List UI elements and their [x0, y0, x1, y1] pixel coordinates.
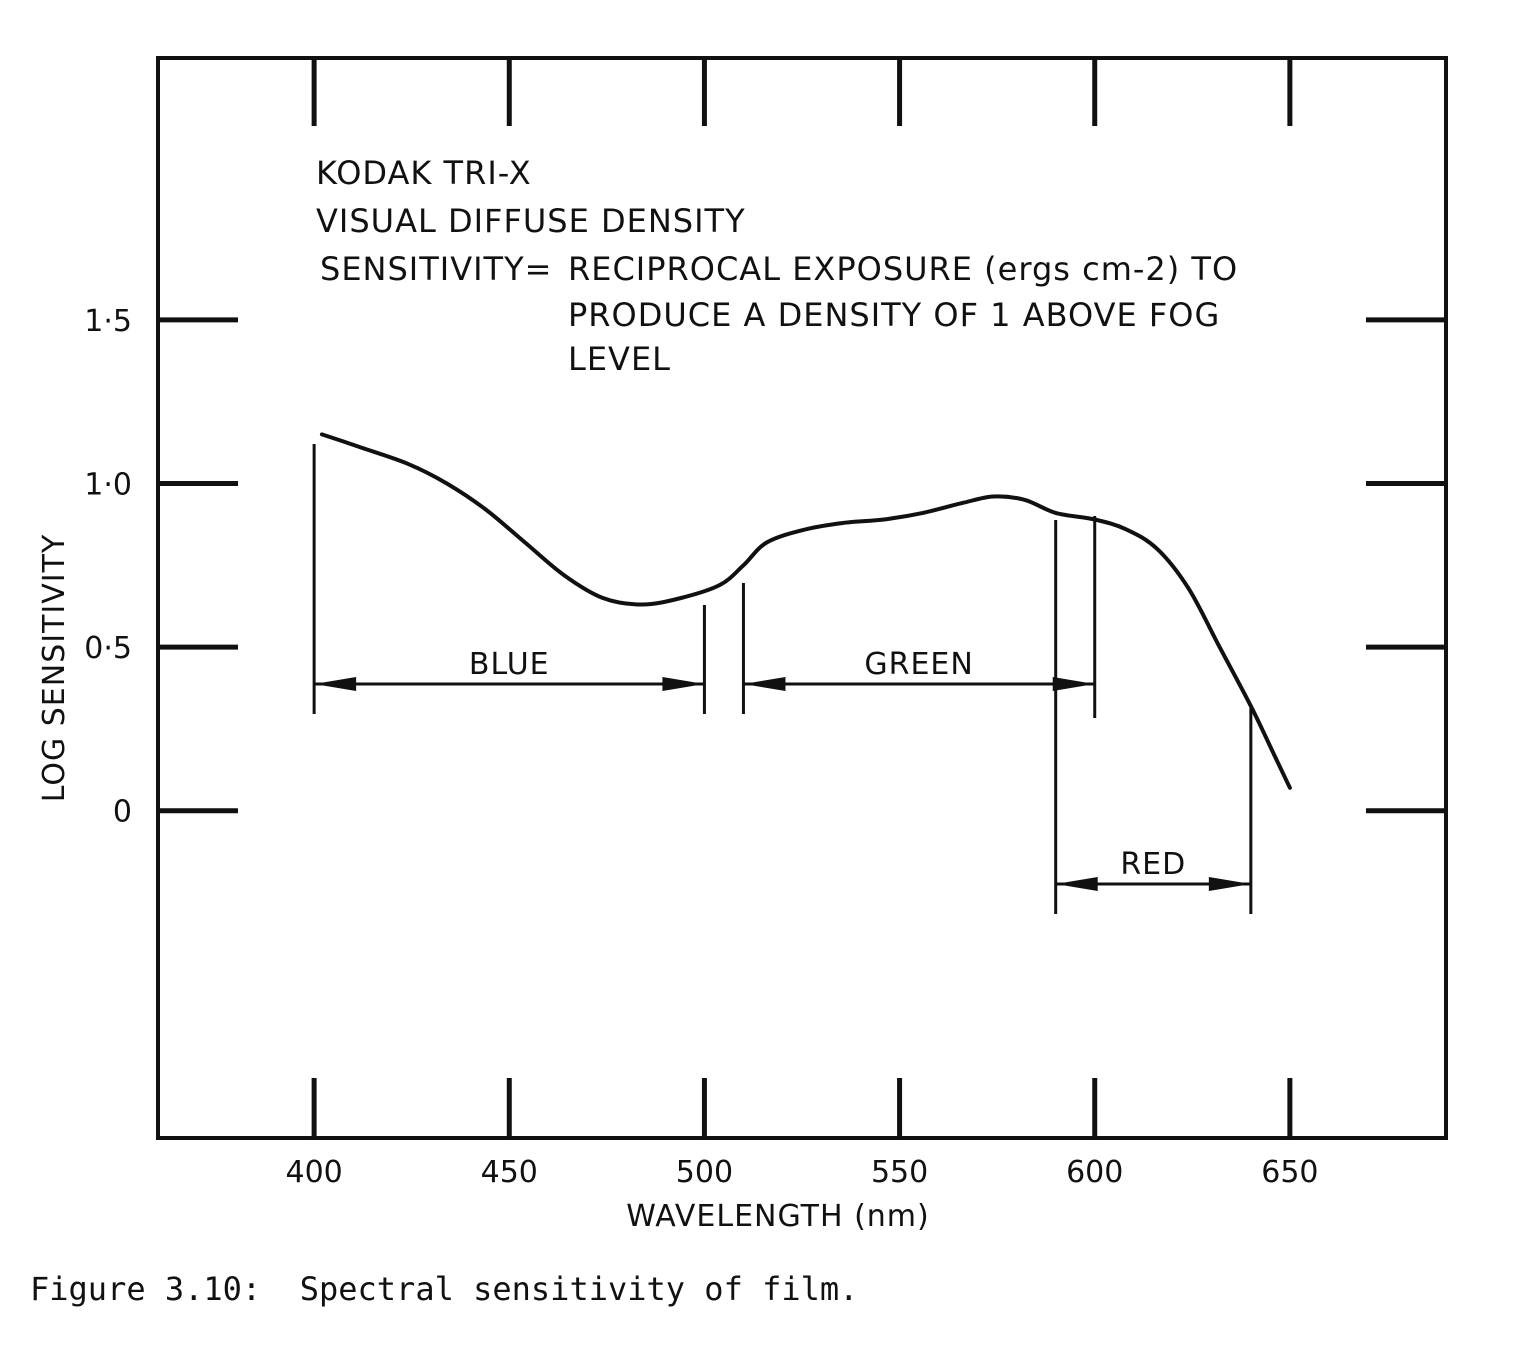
sensitivity-curve [319, 432, 1292, 790]
green-band-arrowhead-right [1052, 677, 1095, 691]
axis-tick-labels: 400 450 500 550 600 650 0 0·5 1·0 1·5 [84, 304, 1318, 1190]
x-tick-label: 450 [481, 1155, 538, 1190]
plot-frame [156, 56, 1448, 1140]
figure-caption: Figure 3.10: Spectral sensitivity of fil… [30, 1270, 859, 1308]
y-tick-label: 1·0 [84, 467, 132, 502]
x-tick-label: 650 [1261, 1155, 1318, 1190]
x-tick-label: 400 [285, 1155, 342, 1190]
x-tick-label: 550 [871, 1155, 928, 1190]
red-band-label: RED [1120, 847, 1186, 882]
color-bands: BLUE GREEN RED [312, 444, 1253, 914]
annotation-line-3-right: RECIPROCAL EXPOSURE (ergs cm-2) TO [568, 250, 1238, 288]
axis-ticks [158, 58, 1446, 1138]
sensitivity-series [319, 432, 1292, 790]
blue-band-arrowhead-right [662, 677, 705, 691]
y-tick-label: 1·5 [84, 304, 132, 339]
red-band-arrowhead-left [1055, 877, 1098, 891]
y-tick-label: 0 [113, 795, 132, 830]
green-band-arrowhead-left [743, 677, 786, 691]
annotation-line-1: KODAK TRI-X [316, 154, 532, 192]
blue-band-arrowhead-left [314, 677, 357, 691]
green-band-label: GREEN [864, 647, 973, 682]
annotation-line-2: VISUAL DIFFUSE DENSITY [316, 202, 746, 240]
annotation-line-4: PRODUCE A DENSITY OF 1 ABOVE FOG [568, 296, 1220, 334]
x-tick-label: 500 [676, 1155, 733, 1190]
annotation-line-5: LEVEL [568, 340, 671, 378]
x-axis-title: WAVELENGTH (nm) [626, 1199, 929, 1234]
annotation-line-3-left: SENSITIVITY= [320, 250, 552, 288]
red-band-arrowhead-right [1208, 877, 1251, 891]
y-tick-label: 0·5 [84, 631, 132, 666]
blue-band-label: BLUE [469, 647, 550, 682]
x-tick-label: 600 [1066, 1155, 1123, 1190]
y-axis-title: LOG SENSITIVITY [37, 534, 72, 803]
